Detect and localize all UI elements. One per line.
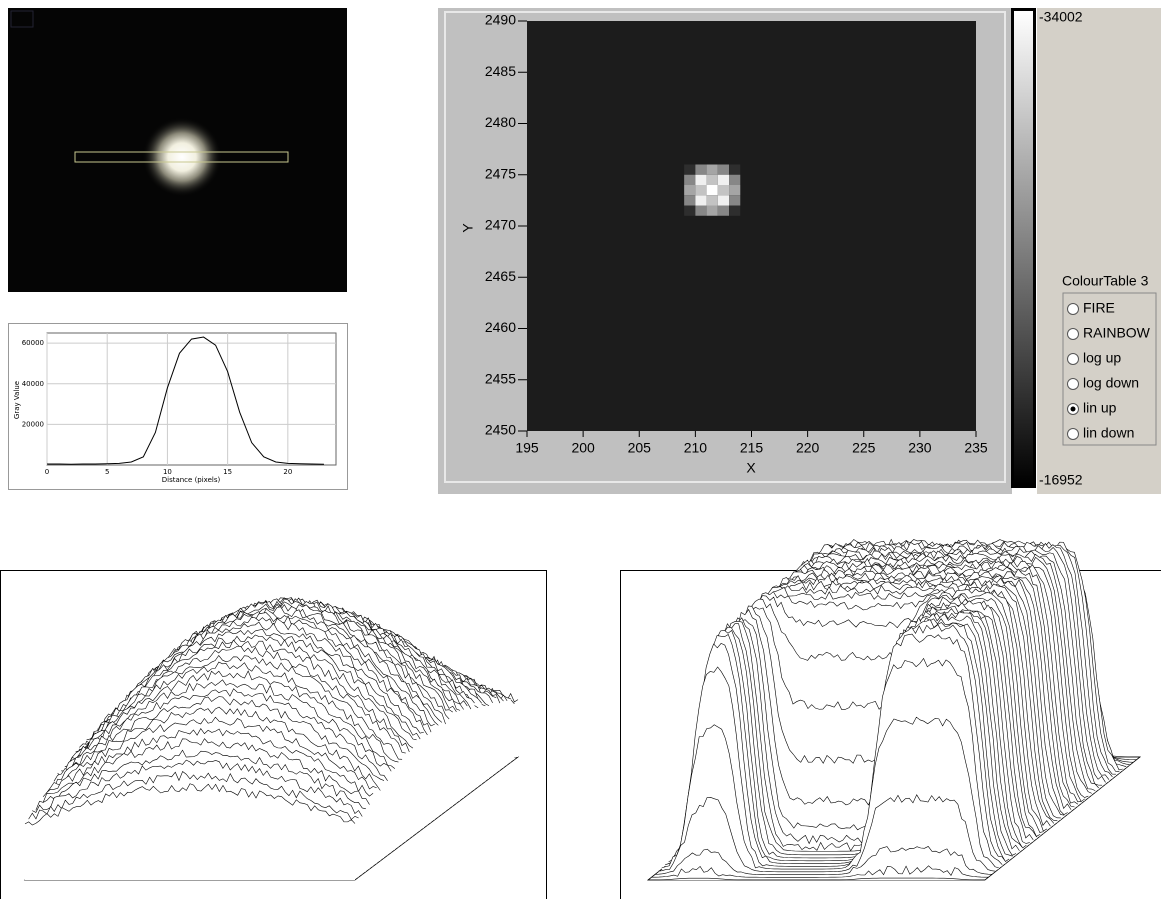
y-tick-label: 2480 (485, 114, 516, 130)
x-tick-label: 225 (852, 440, 876, 456)
heat-cell (707, 195, 718, 205)
colorbar-min-label: -16952 (1039, 472, 1083, 488)
x-tick-label: 195 (515, 440, 539, 456)
control-title: ColourTable 3 (1062, 273, 1149, 289)
x-tick-label: 205 (628, 440, 652, 456)
x-tick-label: 235 (964, 440, 988, 456)
radio-selected-dot (1071, 407, 1076, 412)
heat-cell (684, 195, 695, 205)
heat-cell (695, 175, 706, 185)
y-tick-label: 2450 (485, 422, 516, 438)
heat-cell (729, 195, 740, 205)
y-tick-label: 2460 (485, 319, 516, 335)
colorbar (1014, 11, 1033, 485)
heat-cell (729, 175, 740, 185)
x-tick-label: 10 (163, 468, 172, 476)
intensity-panel: 195 200 205 210 215 220 225 230 235 2450 2455 2460 2… (438, 8, 1161, 494)
heat-cell (695, 165, 706, 175)
x-tick-label: 15 (223, 468, 232, 476)
colorbar-max-label: -34002 (1039, 9, 1083, 25)
radio-button[interactable] (1068, 354, 1079, 365)
heat-cell (718, 195, 729, 205)
y-tick-label: 2470 (485, 217, 516, 233)
heat-cell (707, 206, 718, 216)
radio-label[interactable]: lin down (1083, 425, 1134, 441)
y-tick-label: 20000 (22, 420, 44, 428)
x-tick-label: 0 (45, 468, 49, 476)
y-tick-label: 2465 (485, 268, 516, 284)
heat-cell (695, 195, 706, 205)
heat-cell (718, 175, 729, 185)
heat-cell (707, 175, 718, 185)
heat-cell (684, 165, 695, 175)
y-tick-label: 2490 (485, 12, 516, 28)
radio-label[interactable]: log up (1083, 350, 1121, 366)
x-tick-label: 200 (571, 440, 595, 456)
plot-background (527, 21, 976, 431)
radio-label[interactable]: log down (1083, 375, 1139, 391)
x-axis-label: Distance (pixels) (162, 476, 221, 484)
radio-label[interactable]: RAINBOW (1083, 325, 1151, 341)
radio-button[interactable] (1068, 329, 1079, 340)
radio-button[interactable] (1068, 304, 1079, 315)
heat-cell (707, 165, 718, 175)
profile-plot-area (47, 333, 336, 465)
profile-panel: 0 5 10 15 20 20000 40000 60000 Distance (pixels… (9, 324, 348, 490)
heat-cell (684, 206, 695, 216)
camera-image (8, 8, 347, 292)
heat-cell (718, 206, 729, 216)
x-tick-label: 220 (796, 440, 820, 456)
radio-label[interactable]: lin up (1083, 400, 1117, 416)
heat-cell (729, 185, 740, 195)
y-axis-label: Gray Value (13, 381, 21, 419)
heat-cell (684, 185, 695, 195)
y-tick-label: 60000 (22, 339, 44, 347)
radio-button[interactable] (1068, 379, 1079, 390)
y-tick-label: 2475 (485, 165, 516, 181)
y-tick-label: 2485 (485, 63, 516, 79)
heat-cell (695, 206, 706, 216)
image-spot (142, 117, 222, 197)
heat-cell (729, 165, 740, 175)
x-tick-label: 215 (740, 440, 764, 456)
x-tick-label: 20 (283, 468, 292, 476)
x-tick-label: 210 (684, 440, 708, 456)
x-axis-label: X (746, 460, 756, 476)
x-tick-label: 5 (105, 468, 109, 476)
radio-button[interactable] (1068, 429, 1079, 440)
screen: 0 5 10 15 20 20000 40000 60000 Distance (pixels… (0, 0, 1161, 899)
radio-label[interactable]: FIRE (1083, 300, 1115, 316)
colour-table-control: ColourTable 3 FIRE RAINBOW log up log down l… (1062, 273, 1156, 445)
heat-cell (718, 165, 729, 175)
radio-box (1063, 293, 1156, 445)
heat-cell (729, 206, 740, 216)
heat-cell (718, 185, 729, 195)
x-tick-label: 230 (908, 440, 932, 456)
heat-cell (684, 175, 695, 185)
y-tick-label: 40000 (22, 380, 44, 388)
heat-cell (707, 185, 718, 195)
y-tick-label: 2455 (485, 370, 516, 386)
heat-cell (695, 185, 706, 195)
y-axis-label: Y (460, 223, 476, 233)
